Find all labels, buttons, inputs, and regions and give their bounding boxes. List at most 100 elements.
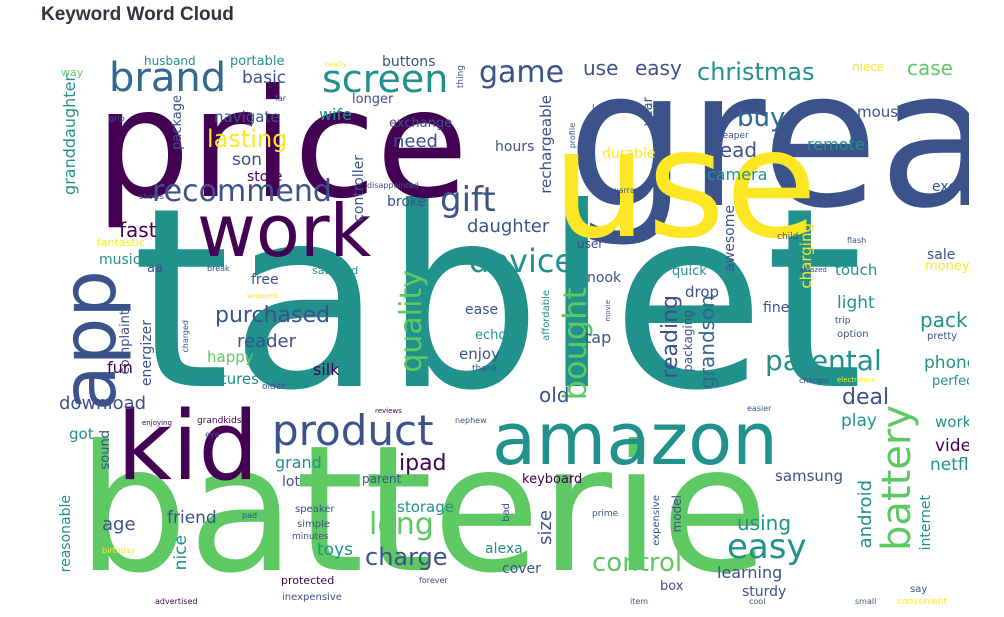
word-store: store: [247, 169, 283, 185]
word-cool: cool: [749, 597, 766, 606]
word-way: way: [61, 66, 84, 79]
word-grand: grand: [275, 453, 322, 472]
word-really: really: [325, 60, 348, 69]
word-wrapped: wrapped: [247, 292, 278, 300]
word-daughter: daughter: [467, 216, 550, 237]
word-box: box: [660, 579, 684, 594]
word-item: item: [630, 597, 649, 606]
word-durable: durable: [602, 146, 656, 162]
word-grandkids: grandkids: [197, 416, 242, 426]
word-cloud: tablet great price use batterie kid amaz…: [47, 55, 969, 607]
word-device: device: [469, 242, 575, 280]
word-ease: ease: [465, 302, 499, 318]
word-tablet: tablet: [132, 154, 864, 445]
word-reader: reader: [237, 331, 297, 352]
word-alexa: alexa: [485, 541, 523, 557]
word-tap: tap: [585, 328, 612, 347]
word-sturdy: sturdy: [742, 584, 787, 600]
word-echo: echo: [475, 328, 507, 343]
word-touch: touch: [835, 261, 878, 279]
word-affordable: affordable: [541, 290, 552, 341]
word-drop: drop: [685, 283, 720, 301]
word-user: user: [577, 237, 604, 251]
word-kid: kid: [117, 392, 259, 502]
word-learning: learning: [717, 563, 783, 582]
word-battery: battery: [874, 405, 920, 551]
word-perfect: perfect: [932, 374, 969, 389]
word-packaging: packaging: [681, 310, 695, 372]
word-product: product: [272, 406, 434, 455]
word-buy: buy: [737, 103, 786, 133]
word-portable: portable: [230, 55, 285, 69]
word-prime: prime: [592, 509, 619, 519]
word-android: android: [855, 480, 876, 549]
word-charge: charge: [365, 543, 448, 571]
word-working: working: [935, 413, 969, 431]
word-husband: husband: [144, 55, 196, 68]
word-rechargeable: rechargeable: [537, 95, 555, 194]
word-fantastic: fantastic: [97, 236, 145, 249]
word-hours: hours: [495, 139, 535, 155]
word-simple: simple: [297, 519, 331, 530]
word-pretty: pretty: [927, 331, 958, 342]
word-pack: pack: [920, 308, 968, 332]
word-keyboard: keyboard: [522, 472, 583, 487]
word-fast: fast: [119, 218, 157, 242]
word-birthday: birthday: [102, 546, 136, 555]
word-read: read: [712, 138, 758, 162]
word-features: features: [197, 370, 259, 388]
word-granddaughter: granddaughter: [60, 75, 79, 195]
word-protected: protected: [281, 574, 335, 587]
word-great: great: [567, 55, 969, 250]
word-year: year: [641, 97, 656, 127]
word-game: game: [479, 55, 565, 90]
word-longer: longer: [352, 92, 394, 107]
word-ipad: ipad: [399, 451, 447, 476]
word-pad: pad: [242, 511, 258, 520]
word-controller: controller: [351, 155, 367, 222]
word-music: music: [99, 252, 141, 268]
word-small: small: [855, 597, 877, 606]
word-exchange: exchange: [389, 116, 453, 131]
word-recommend: recommend: [152, 174, 332, 209]
word-login: login: [592, 104, 614, 114]
word-deal: deal: [842, 385, 890, 410]
word-purchased: purchased: [215, 303, 330, 328]
word-batterie: batterie: [77, 409, 769, 607]
word-forever: forever: [419, 576, 448, 585]
word-lot: lot: [282, 474, 300, 490]
word-say: say: [910, 584, 928, 595]
word-silk: silk: [313, 360, 340, 379]
word-case: case: [907, 56, 953, 80]
word-enjoy: enjoy: [459, 345, 500, 363]
word-mouse: mouse: [857, 103, 908, 121]
word-grip: grip: [109, 114, 125, 123]
word-friend: friend: [167, 508, 217, 528]
word-camera: camera: [707, 165, 768, 184]
word-control: control: [592, 548, 683, 578]
word-buttons: buttons: [382, 55, 436, 70]
word-brand: brand: [109, 55, 227, 101]
word-niece: niece: [852, 60, 885, 74]
word-nice: nice: [171, 535, 191, 571]
word-charger: charger: [799, 376, 830, 385]
word-reading: reading: [658, 295, 683, 379]
word-price: price: [95, 58, 469, 232]
word-easy-small: easy: [635, 56, 682, 80]
word-awesome: awesome: [722, 205, 738, 272]
word-old: old: [539, 383, 570, 407]
word-remote: remote: [807, 135, 865, 154]
word-speaker: speaker: [295, 504, 335, 515]
word-use-small: use: [583, 56, 619, 80]
word-break: break: [207, 264, 230, 273]
word-quick: quick: [672, 264, 707, 279]
word-parent: parent: [362, 472, 402, 486]
word-eye: eye: [205, 430, 220, 439]
word-basic: basic: [242, 68, 287, 88]
word-older: older: [262, 382, 285, 392]
word-package: package: [170, 95, 185, 150]
word-broke: broke: [387, 194, 427, 210]
word-parental: parental: [765, 344, 882, 377]
word-money: money: [925, 259, 969, 274]
word-cover: cover: [502, 561, 541, 577]
